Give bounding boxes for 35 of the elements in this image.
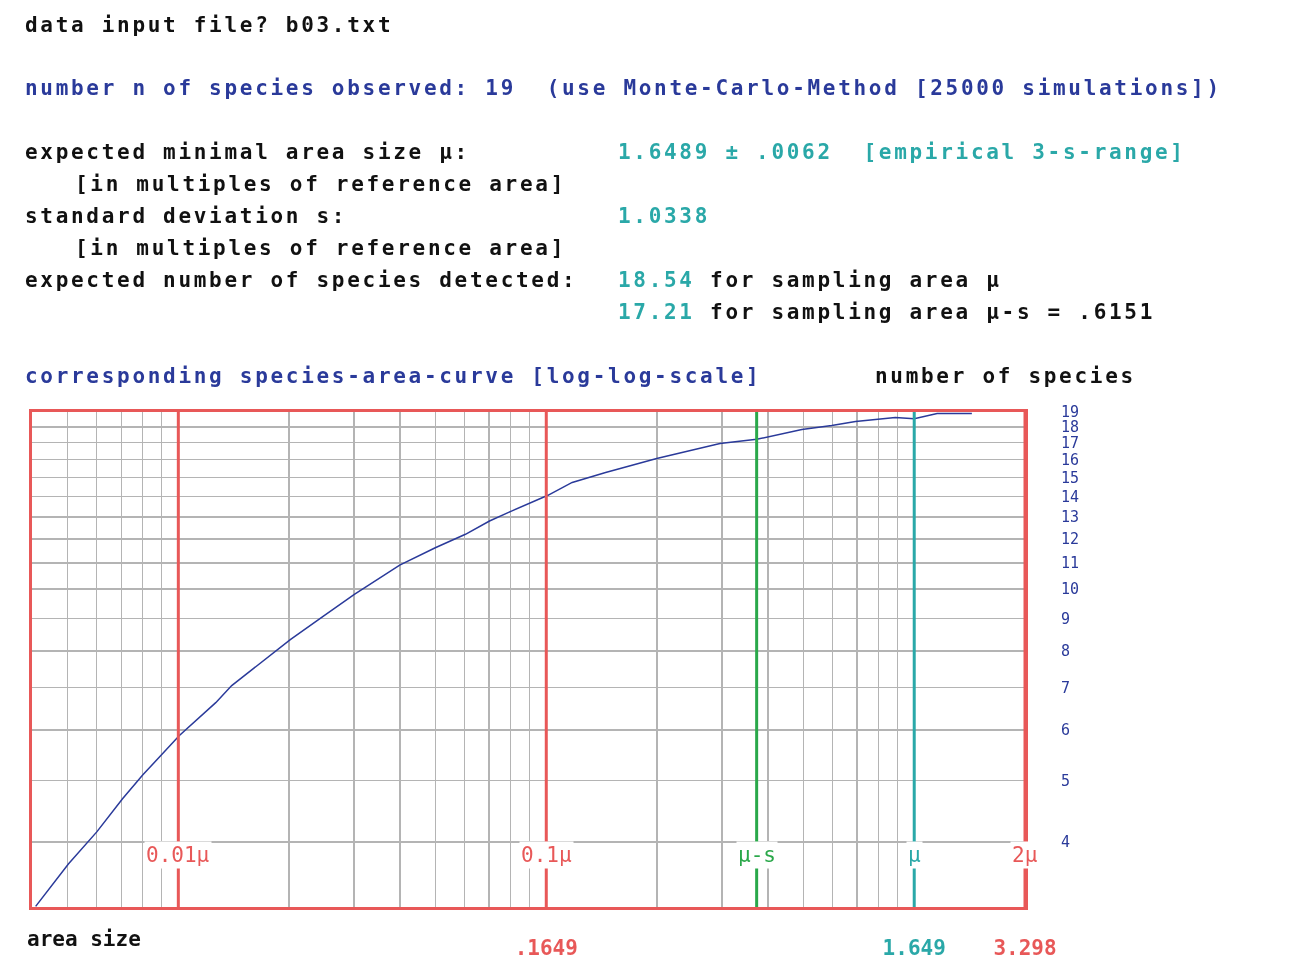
- y-tick-label: 6: [1061, 721, 1071, 740]
- chart-title: data input file? b03.txt: [25, 12, 394, 38]
- text: 17.21 for sampling area μ-s = .6151: [618, 300, 1156, 324]
- x-tick-label: .1649: [514, 936, 578, 961]
- y-tick-label: 4: [1061, 833, 1071, 852]
- text: expected number of species detected:: [25, 267, 578, 293]
- y-tick-label: 13: [1061, 508, 1080, 526]
- y-tick-label: 11: [1061, 554, 1080, 573]
- ref-line-label: 0.01μ: [146, 843, 210, 867]
- text: expected minimal area size μ:: [25, 139, 470, 165]
- x-axis-title: area size: [27, 927, 141, 951]
- text: 1.0338: [618, 203, 711, 229]
- text: 18.54 for sampling area μ: [618, 268, 1002, 292]
- y-tick-label: 5: [1061, 771, 1071, 790]
- y-tick-label: 8: [1061, 642, 1071, 661]
- chart-subtitle: corresponding species-area-curve [log-log-scale]: [25, 363, 762, 389]
- y-tick-label: 7: [1061, 678, 1071, 697]
- ref-line-label: 0.1μ: [521, 843, 572, 867]
- text: 1.6489 ± .0062 [empirical 3-s-range]: [618, 139, 1186, 165]
- x-tick-label: 1.649: [882, 936, 946, 961]
- x-tick-label: 3.298: [993, 936, 1057, 961]
- text: [in multiples of reference area]: [75, 171, 566, 197]
- y-tick-label: 14: [1061, 487, 1080, 506]
- y-axis-title: number of species: [875, 363, 1136, 389]
- y-tick-label: 10: [1061, 580, 1080, 599]
- text: [in multiples of reference area]: [75, 235, 566, 261]
- text: number n of species observed: 19 (use Monte-Carlo-Method [25000 simulations]): [25, 75, 1222, 101]
- ref-line-label: 2μ: [1012, 843, 1038, 867]
- y-tick-label: 9: [1061, 609, 1071, 628]
- ref-line-label: μ-s: [738, 843, 776, 867]
- text: standard deviation s:: [25, 203, 348, 229]
- y-tick-label: 12: [1061, 530, 1080, 549]
- ref-line-label: μ: [908, 843, 921, 867]
- y-tick-label: 15: [1061, 468, 1080, 487]
- y-tick-label: 16: [1061, 450, 1080, 469]
